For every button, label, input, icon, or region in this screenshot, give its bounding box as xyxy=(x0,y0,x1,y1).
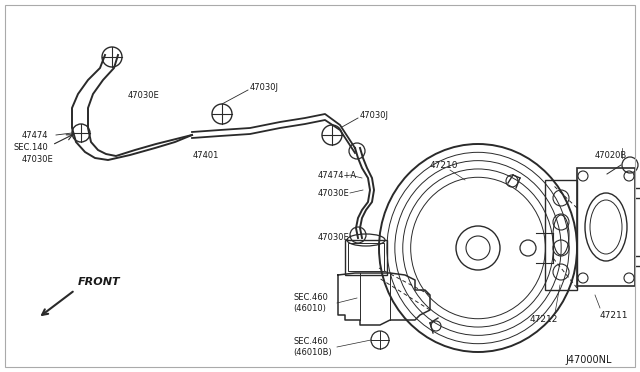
Text: 47474+A: 47474+A xyxy=(318,170,357,180)
Text: 47211: 47211 xyxy=(600,311,628,320)
Text: 47212: 47212 xyxy=(530,315,558,324)
Text: SEC.140: SEC.140 xyxy=(14,144,49,153)
Text: 47030E: 47030E xyxy=(318,232,349,241)
Bar xyxy=(348,243,384,271)
Text: 47030E: 47030E xyxy=(318,189,349,198)
Text: SEC.460: SEC.460 xyxy=(293,294,328,302)
Text: FRONT: FRONT xyxy=(78,277,120,287)
Bar xyxy=(345,240,387,275)
Text: 47474: 47474 xyxy=(22,131,49,140)
Text: 47401: 47401 xyxy=(193,151,220,160)
Text: 47030J: 47030J xyxy=(250,83,279,93)
Text: (46010B): (46010B) xyxy=(293,347,332,356)
Bar xyxy=(545,180,577,290)
Text: 47030E: 47030E xyxy=(128,90,160,99)
Text: (46010): (46010) xyxy=(293,304,326,312)
Text: 47030E: 47030E xyxy=(22,155,54,164)
Text: 47030J: 47030J xyxy=(360,112,389,121)
Text: 47210: 47210 xyxy=(430,160,458,170)
Text: 47020B: 47020B xyxy=(595,151,627,160)
Text: J47000NL: J47000NL xyxy=(565,355,611,365)
Text: SEC.460: SEC.460 xyxy=(293,337,328,346)
Bar xyxy=(577,168,635,286)
